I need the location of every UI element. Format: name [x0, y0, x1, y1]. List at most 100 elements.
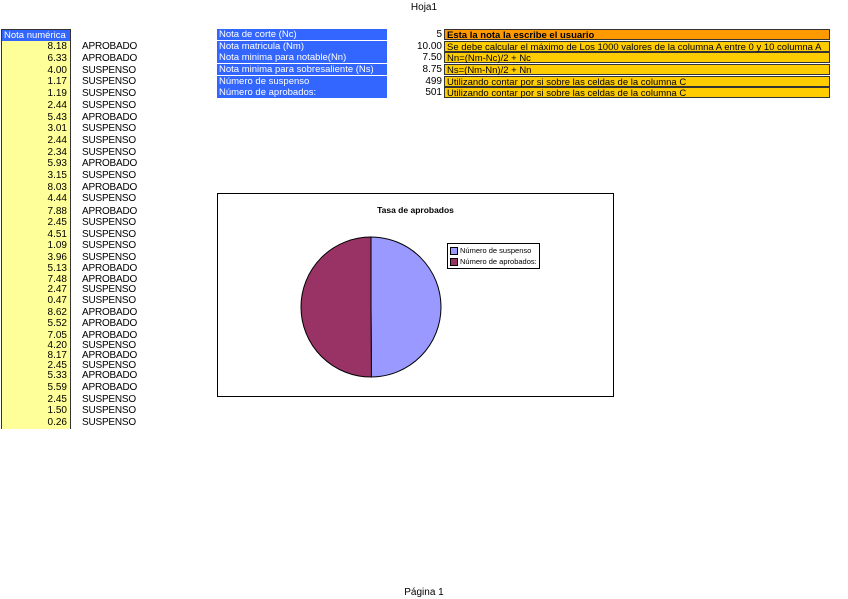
param-value[interactable]: 5	[387, 29, 442, 40]
param-value[interactable]: 499	[387, 76, 442, 87]
param-value[interactable]: 10.00	[387, 41, 442, 52]
grade-cell[interactable]: 2.45	[47, 394, 67, 405]
legend-swatch	[450, 258, 458, 267]
grade-cell[interactable]: 3.15	[47, 170, 67, 181]
grade-cell[interactable]: 0.26	[47, 417, 67, 428]
grade-cell[interactable]: 4.00	[47, 65, 67, 76]
param-label[interactable]: Número de aprobados:	[217, 87, 387, 98]
result-cell[interactable]: SUSPENSO	[82, 360, 136, 371]
result-cell[interactable]: SUSPENSO	[82, 417, 136, 428]
result-cell[interactable]: SUSPENSO	[82, 252, 136, 263]
grade-cell[interactable]: 2.47	[47, 284, 67, 295]
result-cell[interactable]: SUSPENSO	[82, 405, 136, 416]
grade-cell[interactable]: 1.19	[47, 88, 67, 99]
page-footer: Página 1	[404, 587, 444, 598]
grade-cell[interactable]: 1.17	[47, 76, 67, 87]
result-cell[interactable]: APROBADO	[82, 112, 138, 123]
result-cell[interactable]: SUSPENSO	[82, 65, 136, 76]
result-cell[interactable]: SUSPENSO	[82, 123, 136, 134]
grade-cell[interactable]: 3.01	[47, 123, 67, 134]
result-cell[interactable]: SUSPENSO	[82, 88, 136, 99]
param-label[interactable]: Número de suspenso	[217, 76, 387, 87]
result-cell[interactable]: SUSPENSO	[82, 340, 136, 351]
grade-cell[interactable]: 7.05	[47, 330, 67, 341]
legend-label: Número de aprobados:	[460, 257, 537, 266]
param-value[interactable]: 8.75	[387, 64, 442, 75]
chart-title: Tasa de aprobados	[377, 205, 454, 215]
grade-cell[interactable]: 2.45	[47, 360, 67, 371]
param-value[interactable]: 7.50	[387, 52, 442, 63]
grade-cell[interactable]: 5.93	[47, 158, 67, 169]
grade-cell[interactable]: 5.52	[47, 318, 67, 329]
grade-cell[interactable]: 8.17	[47, 350, 67, 361]
grade-cell[interactable]: 7.88	[47, 206, 67, 217]
param-label[interactable]: Nota de corte (Nc)	[217, 29, 387, 40]
result-cell[interactable]: SUSPENSO	[82, 76, 136, 87]
grade-cell[interactable]: 5.43	[47, 112, 67, 123]
result-cell[interactable]: APROBADO	[82, 274, 138, 285]
legend-item-suspenso: Número de suspenso	[450, 245, 537, 256]
grade-cell[interactable]: 8.18	[47, 41, 67, 52]
result-cell[interactable]: SUSPENSO	[82, 284, 136, 295]
grade-cell[interactable]: 5.33	[47, 370, 67, 381]
result-cell[interactable]: APROBADO	[82, 330, 138, 341]
legend-label: Número de suspenso	[460, 246, 532, 255]
param-label[interactable]: Nota matricula (Nm)	[217, 41, 387, 52]
grade-cell[interactable]: 5.59	[47, 382, 67, 393]
result-cell[interactable]: APROBADO	[82, 307, 138, 318]
grade-cell[interactable]: 8.62	[47, 307, 67, 318]
param-note[interactable]: Utilizando contar por si sobre las celda…	[444, 76, 830, 88]
result-cell[interactable]: SUSPENSO	[82, 135, 136, 146]
grade-cell[interactable]: 6.33	[47, 53, 67, 64]
result-cell[interactable]: APROBADO	[82, 370, 138, 381]
result-cell[interactable]: SUSPENSO	[82, 100, 136, 111]
param-note[interactable]: Nn=(Nm-Nc)/2 + Nc	[444, 52, 830, 64]
grade-cell[interactable]: 1.50	[47, 405, 67, 416]
grade-cell[interactable]: 2.44	[47, 135, 67, 146]
result-cell[interactable]: APROBADO	[82, 158, 138, 169]
result-cell[interactable]: SUSPENSO	[82, 193, 136, 204]
result-cell[interactable]: SUSPENSO	[82, 170, 136, 181]
param-note[interactable]: Utilizando contar por si sobre las celda…	[444, 87, 830, 99]
pie-svg	[300, 236, 442, 378]
grade-cell[interactable]: 3.96	[47, 252, 67, 263]
param-note[interactable]: Ns=(Nm-Nn)/2 + Nn	[444, 64, 830, 76]
legend-swatch	[450, 247, 458, 256]
grade-cell[interactable]: 2.44	[47, 100, 67, 111]
pie-slice-1[interactable]	[300, 236, 372, 378]
result-cell[interactable]: APROBADO	[82, 318, 138, 329]
result-cell[interactable]: APROBADO	[82, 206, 138, 217]
grade-cell[interactable]: 4.44	[47, 193, 67, 204]
result-cell[interactable]: APROBADO	[82, 182, 138, 193]
pie-slice-0[interactable]	[370, 236, 442, 378]
grade-cell[interactable]: 0.47	[47, 295, 67, 306]
grade-cell[interactable]: 4.51	[47, 229, 67, 240]
grade-cell[interactable]: 1.09	[47, 240, 67, 251]
result-cell[interactable]: APROBADO	[82, 263, 138, 274]
grade-cell[interactable]: 8.03	[47, 182, 67, 193]
page-title: Hoja1	[410, 2, 438, 13]
grade-cell[interactable]: 2.34	[47, 147, 67, 158]
param-note[interactable]: Se debe calcular el máximo de Los 1000 v…	[444, 41, 830, 53]
result-cell[interactable]: APROBADO	[82, 350, 138, 361]
result-cell[interactable]: SUSPENSO	[82, 147, 136, 158]
result-cell[interactable]: APROBADO	[82, 41, 138, 52]
grade-cell[interactable]: 7.48	[47, 274, 67, 285]
grade-cell[interactable]: 2.45	[47, 217, 67, 228]
param-note[interactable]: Esta la nota la escribe el usuario	[444, 29, 830, 41]
result-cell[interactable]: APROBADO	[82, 53, 138, 64]
grade-cell[interactable]: 4.20	[47, 340, 67, 351]
grade-cell[interactable]: 5.13	[47, 263, 67, 274]
result-cell[interactable]: SUSPENSO	[82, 229, 136, 240]
result-cell[interactable]: SUSPENSO	[82, 240, 136, 251]
grade-column	[1, 41, 71, 429]
result-cell[interactable]: SUSPENSO	[82, 217, 136, 228]
pie-chart[interactable]: Tasa de aprobados Número de suspenso Núm…	[217, 193, 614, 397]
param-value[interactable]: 501	[387, 87, 442, 98]
param-label[interactable]: Nota minima para notable(Nn)	[217, 52, 387, 63]
result-cell[interactable]: APROBADO	[82, 382, 138, 393]
param-label[interactable]: Nota minima para sobresaliente (Ns)	[217, 64, 387, 75]
result-cell[interactable]: SUSPENSO	[82, 394, 136, 405]
chart-legend: Número de suspenso Número de aprobados:	[447, 243, 540, 269]
result-cell[interactable]: SUSPENSO	[82, 295, 136, 306]
